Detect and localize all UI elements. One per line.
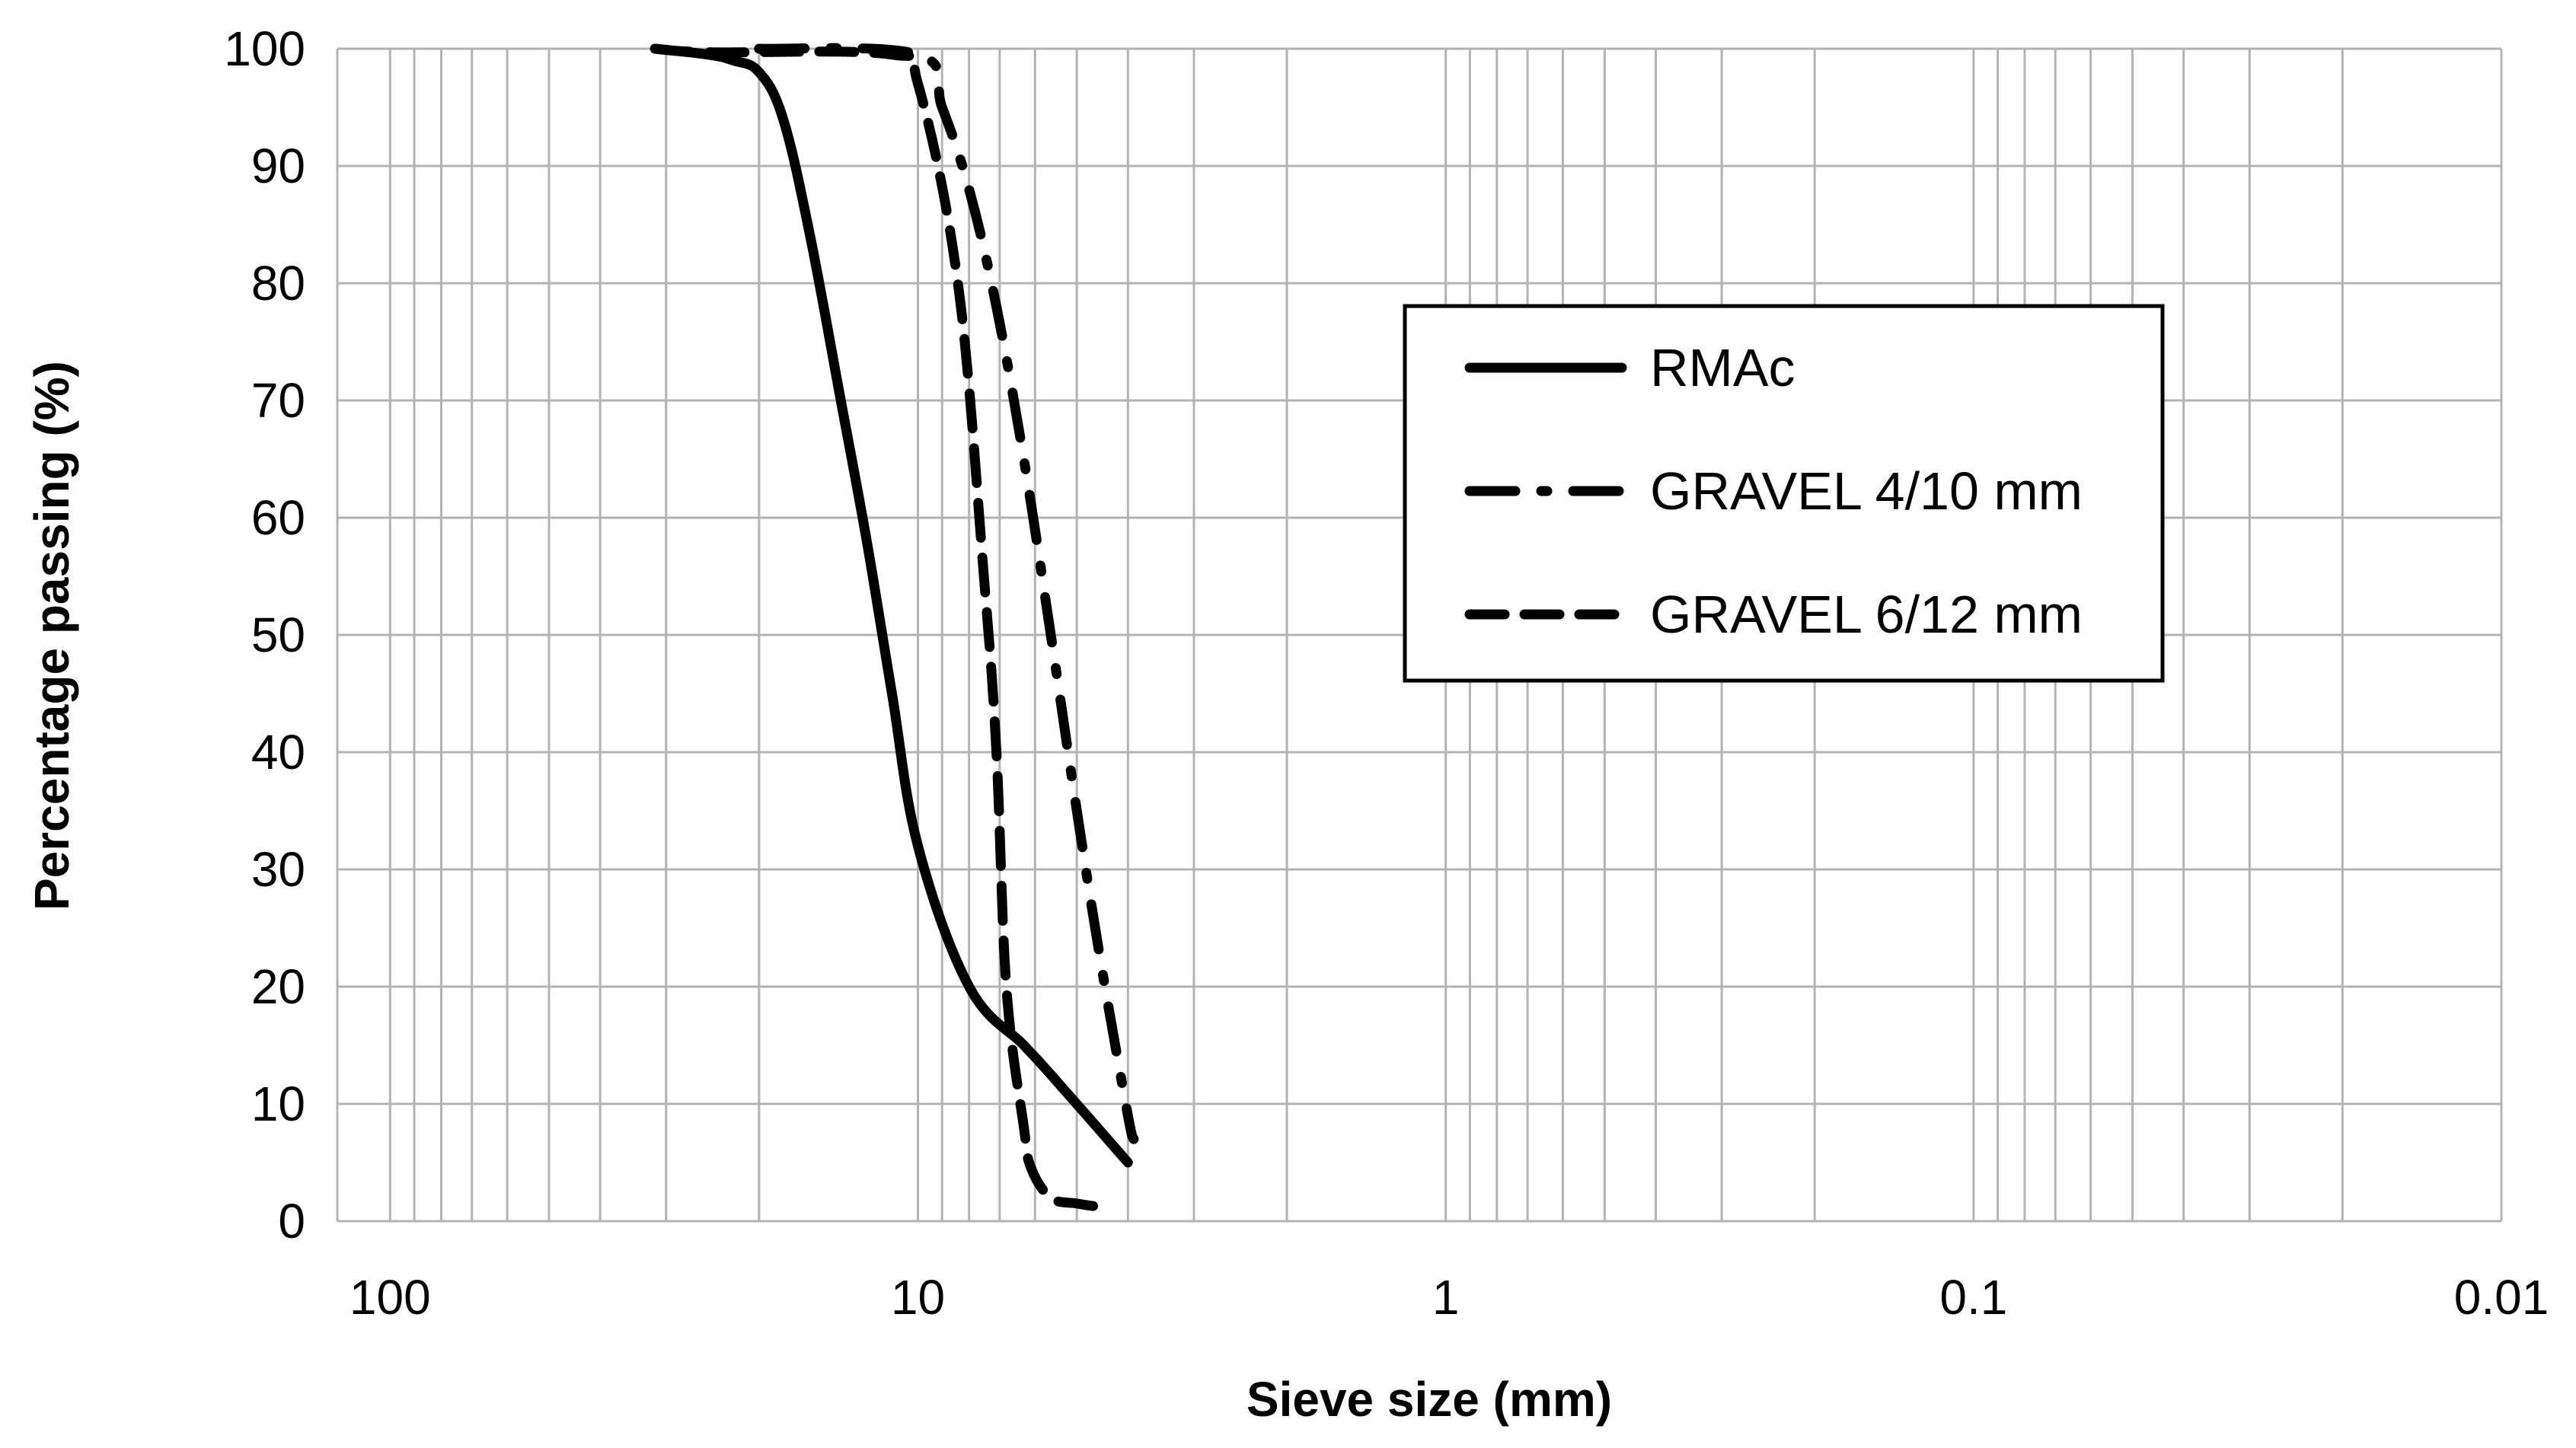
y-tick-label: 40: [251, 725, 305, 780]
legend-label: GRAVEL 6/12 mm: [1650, 585, 2083, 644]
x-tick-label: 0.01: [2454, 1270, 2549, 1325]
y-tick-label: 20: [251, 959, 305, 1014]
series-line-1: [650, 43, 1133, 1168]
y-axis-ticks: 0 10 20 30 40 50 60 70 80 90 100: [224, 21, 305, 1249]
y-tick-label: 10: [251, 1076, 305, 1131]
y-tick-label: 80: [251, 256, 305, 311]
legend-label: GRAVEL 4/10 mm: [1650, 461, 2083, 521]
x-axis-title: Sieve size (mm): [1247, 1372, 1612, 1427]
y-tick-label: 60: [251, 490, 305, 545]
y-tick-label: 30: [251, 842, 305, 897]
series-layer: [650, 43, 1139, 1212]
y-tick-label: 0: [278, 1194, 305, 1249]
y-tick-label: 100: [224, 21, 305, 76]
x-tick-label: 100: [350, 1270, 431, 1325]
x-axis-ticks: 100 10 1 0.1 0.01: [350, 1270, 2549, 1325]
legend-label: RMAc: [1650, 338, 1796, 397]
x-tick-label: 1: [1432, 1270, 1460, 1325]
axes: 0 10 20 30 40 50 60 70 80 90 100 100 10 1 0.1 0.01 Sie…: [24, 21, 2549, 1427]
legend: RMAc GRAVEL 4/10 mm GRAVEL 6/12 mm: [1403, 304, 2165, 683]
x-tick-label: 0.1: [1939, 1270, 2007, 1325]
y-tick-label: 50: [251, 608, 305, 662]
series-line-3: [650, 43, 1106, 1212]
y-tick-label: 90: [251, 139, 305, 193]
y-axis-title: Percentage passing (%): [24, 361, 79, 911]
y-tick-label: 70: [251, 373, 305, 428]
series-line-2: [754, 43, 1139, 1144]
x-tick-label: 10: [891, 1270, 945, 1325]
